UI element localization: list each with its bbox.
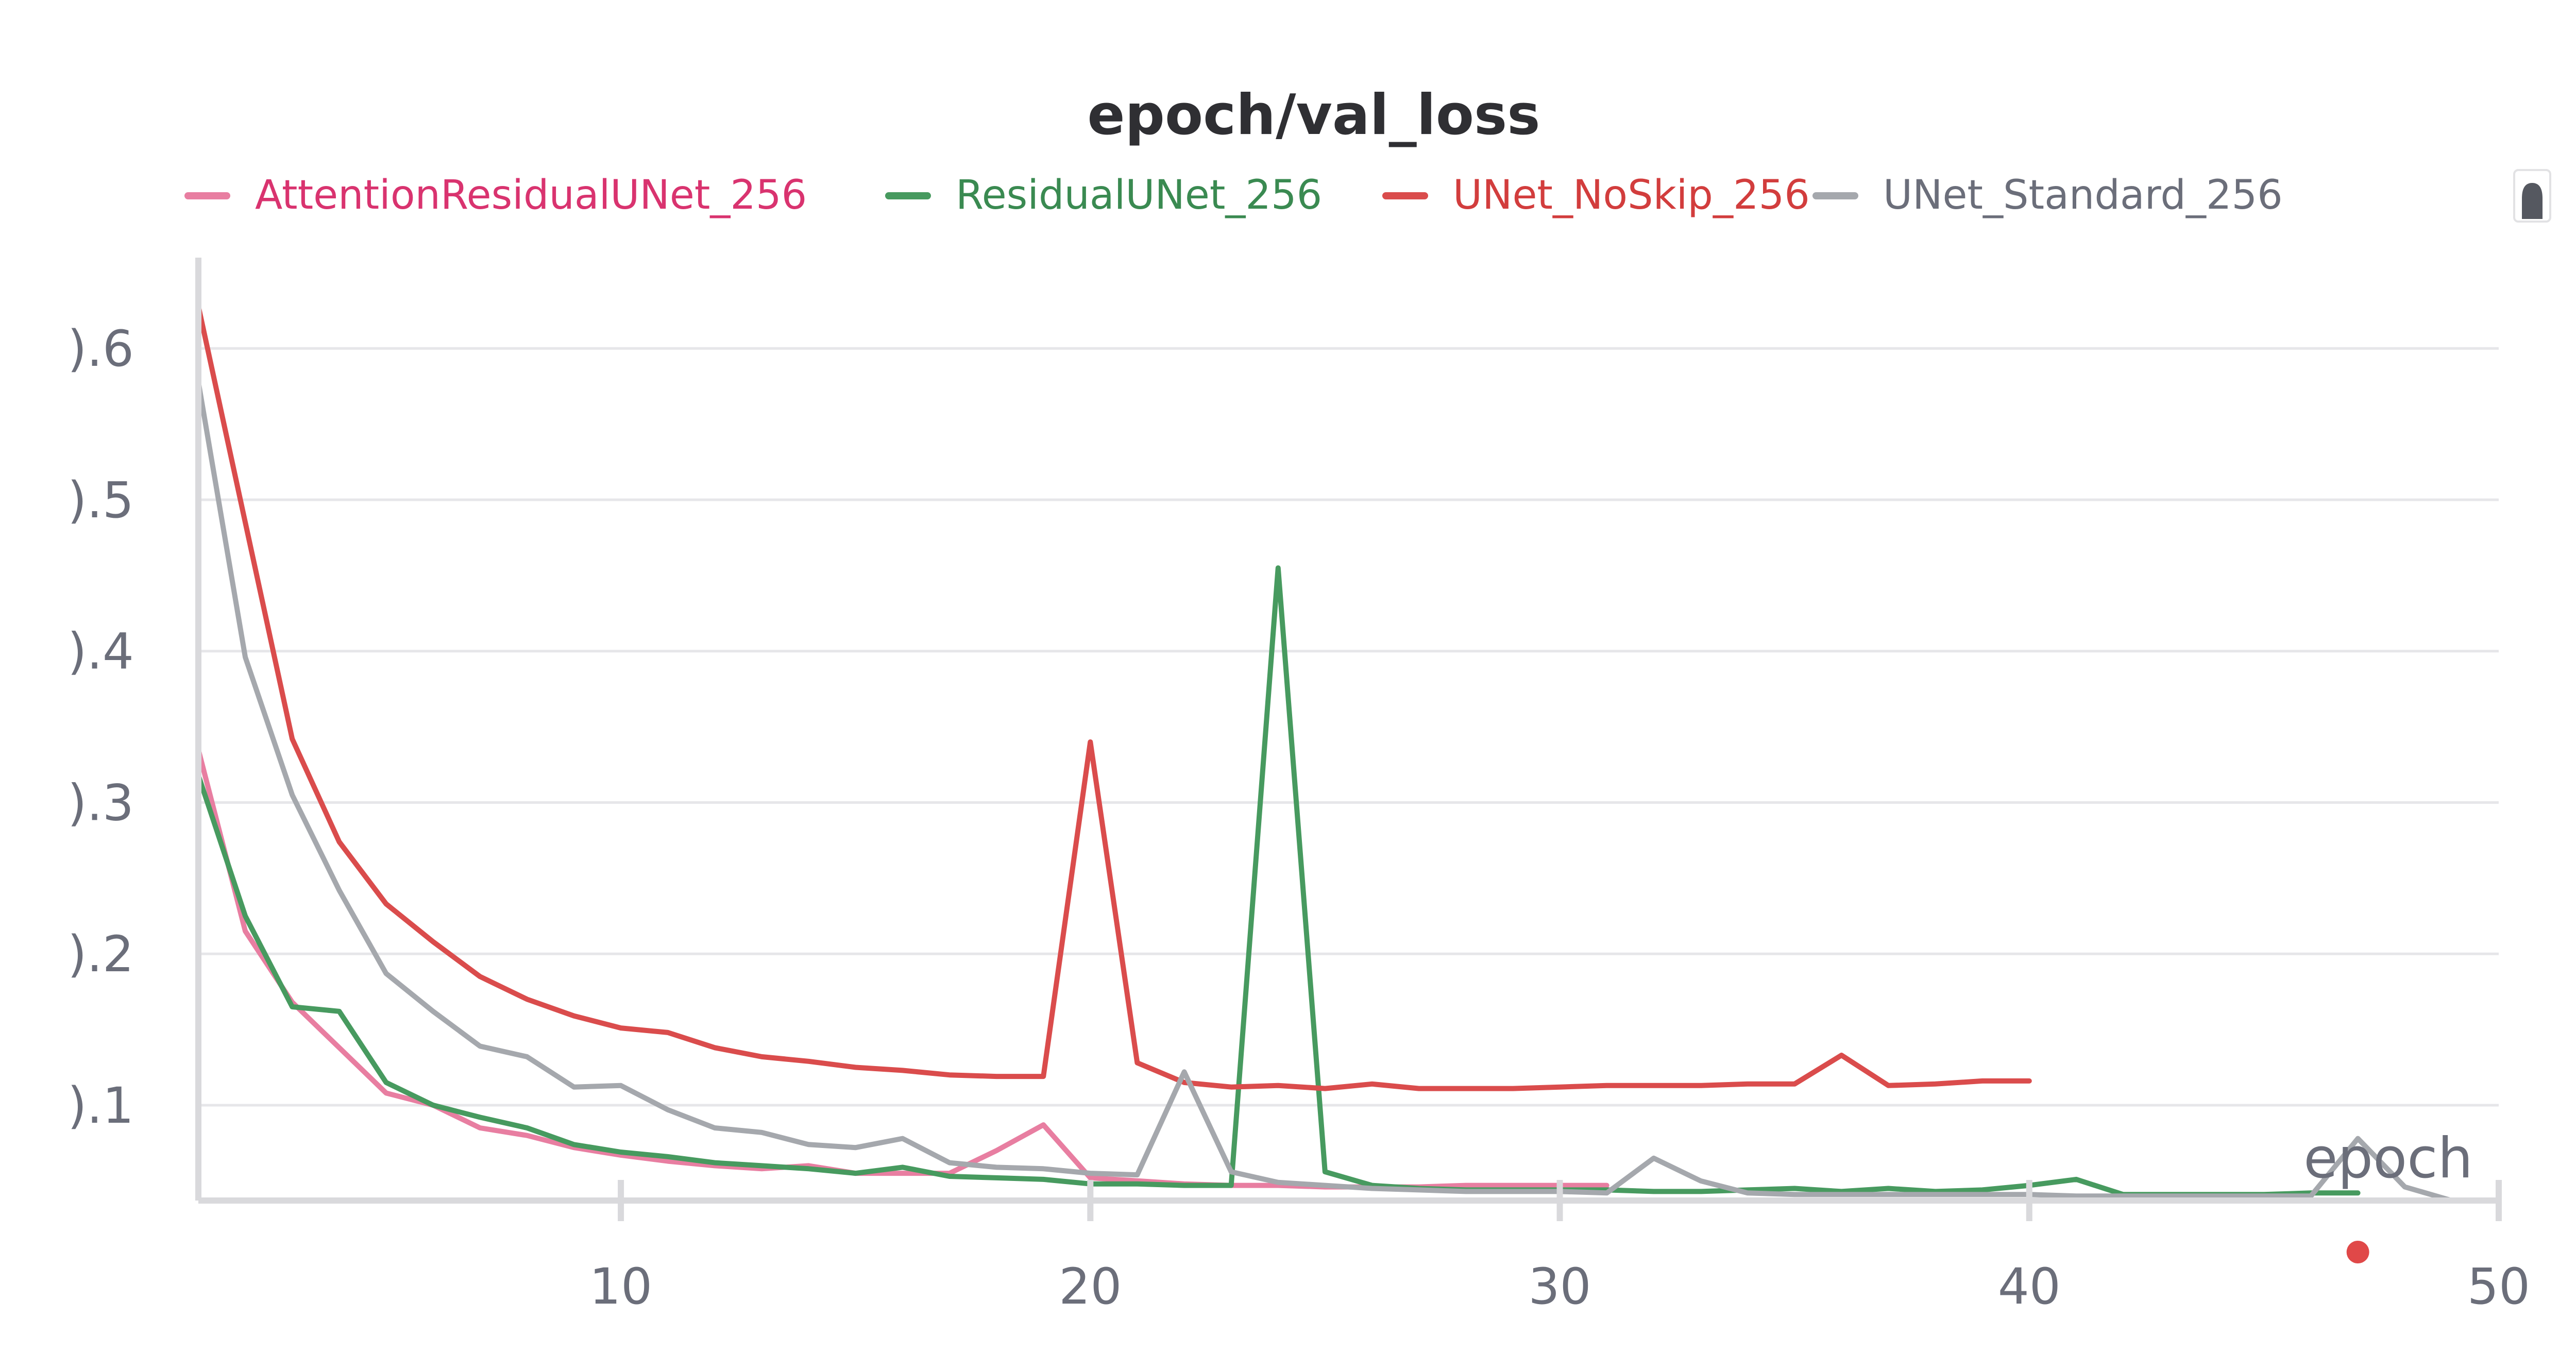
tick-labels: 10 20 30 40 50 ).1 ).2 ).3 ).4 ).5 ).6 (67, 320, 2530, 1315)
x-tick-label-1: 10 (589, 1258, 652, 1315)
legend: AttentionResidualUNet_256 ResidualUNet_25… (184, 172, 2283, 218)
x-tick-label-4: 40 (1998, 1258, 2061, 1315)
current-epoch-marker (2346, 1241, 2369, 1263)
chart-title: epoch/val_loss (1087, 83, 1540, 147)
y-tick-label-4: ).4 (67, 623, 134, 681)
y-tick-label-5: ).5 (67, 471, 134, 529)
y-tick-label-1: ).1 (67, 1077, 134, 1135)
x-tick-label-5: 50 (2467, 1258, 2530, 1315)
y-tick-label-2: ).2 (67, 925, 134, 983)
x-tick-label-3: 30 (1528, 1258, 1591, 1315)
series-line-2 (198, 565, 2361, 1197)
y-tick-label-6: ).6 (67, 320, 134, 378)
x-axis-label: epoch (2303, 1126, 2473, 1191)
y-tick-label-3: ).3 (67, 774, 134, 832)
legend-label-1[interactable]: AttentionResidualUNet_256 (255, 172, 807, 218)
series-lines (198, 303, 2454, 1201)
scroll-handle-icon[interactable] (2513, 169, 2551, 223)
axes (195, 258, 2502, 1221)
legend-label-2[interactable]: ResidualUNet_256 (956, 172, 1322, 218)
series-line-4 (198, 379, 2454, 1201)
legend-label-4[interactable]: UNet_Standard_256 (1883, 172, 2283, 218)
legend-label-3[interactable]: UNet_NoSkip_256 (1453, 172, 1810, 218)
series-line-1 (198, 747, 1609, 1190)
x-tick-label-2: 20 (1059, 1258, 1122, 1315)
grid-lines (198, 347, 2499, 1107)
series-line-3 (198, 303, 2032, 1091)
